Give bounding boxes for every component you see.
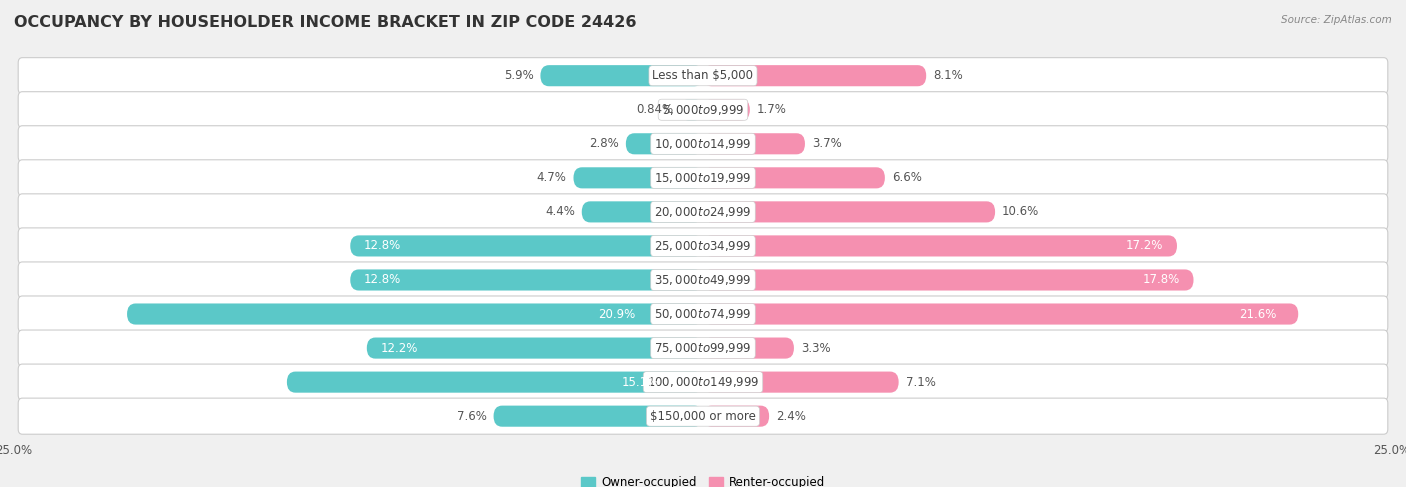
FancyBboxPatch shape [703, 406, 769, 427]
Text: 7.1%: 7.1% [905, 375, 935, 389]
Text: $150,000 or more: $150,000 or more [650, 410, 756, 423]
Text: 1.7%: 1.7% [756, 103, 786, 116]
Text: 0.84%: 0.84% [636, 103, 673, 116]
FancyBboxPatch shape [18, 262, 1388, 298]
FancyBboxPatch shape [703, 168, 884, 188]
Text: 12.8%: 12.8% [364, 240, 401, 252]
Text: 8.1%: 8.1% [934, 69, 963, 82]
Text: 4.4%: 4.4% [546, 206, 575, 218]
FancyBboxPatch shape [703, 65, 927, 86]
FancyBboxPatch shape [703, 99, 749, 120]
Text: $100,000 to $149,999: $100,000 to $149,999 [647, 375, 759, 389]
FancyBboxPatch shape [681, 99, 703, 120]
FancyBboxPatch shape [626, 133, 703, 154]
Text: 6.6%: 6.6% [891, 171, 922, 185]
Text: 5.9%: 5.9% [503, 69, 533, 82]
FancyBboxPatch shape [703, 303, 1298, 324]
Text: 7.6%: 7.6% [457, 410, 486, 423]
Text: $50,000 to $74,999: $50,000 to $74,999 [654, 307, 752, 321]
Text: 3.3%: 3.3% [801, 341, 831, 355]
FancyBboxPatch shape [367, 337, 703, 358]
FancyBboxPatch shape [703, 372, 898, 393]
FancyBboxPatch shape [494, 406, 703, 427]
FancyBboxPatch shape [18, 228, 1388, 264]
Text: $35,000 to $49,999: $35,000 to $49,999 [654, 273, 752, 287]
FancyBboxPatch shape [703, 269, 1194, 291]
Text: 17.2%: 17.2% [1126, 240, 1163, 252]
Text: Less than $5,000: Less than $5,000 [652, 69, 754, 82]
FancyBboxPatch shape [127, 303, 703, 324]
FancyBboxPatch shape [703, 201, 995, 223]
FancyBboxPatch shape [18, 92, 1388, 128]
Text: Source: ZipAtlas.com: Source: ZipAtlas.com [1281, 15, 1392, 25]
Text: 12.8%: 12.8% [364, 274, 401, 286]
FancyBboxPatch shape [18, 57, 1388, 94]
Text: $25,000 to $34,999: $25,000 to $34,999 [654, 239, 752, 253]
FancyBboxPatch shape [18, 296, 1388, 332]
Text: 2.8%: 2.8% [589, 137, 619, 150]
Text: 2.4%: 2.4% [776, 410, 806, 423]
Text: 17.8%: 17.8% [1143, 274, 1180, 286]
Text: OCCUPANCY BY HOUSEHOLDER INCOME BRACKET IN ZIP CODE 24426: OCCUPANCY BY HOUSEHOLDER INCOME BRACKET … [14, 15, 637, 30]
Text: 4.7%: 4.7% [537, 171, 567, 185]
FancyBboxPatch shape [18, 194, 1388, 230]
FancyBboxPatch shape [574, 168, 703, 188]
Text: 15.1%: 15.1% [621, 375, 659, 389]
Text: 10.6%: 10.6% [1002, 206, 1039, 218]
FancyBboxPatch shape [703, 133, 806, 154]
Text: $5,000 to $9,999: $5,000 to $9,999 [662, 103, 744, 117]
FancyBboxPatch shape [18, 160, 1388, 196]
FancyBboxPatch shape [287, 372, 703, 393]
Text: $10,000 to $14,999: $10,000 to $14,999 [654, 137, 752, 151]
FancyBboxPatch shape [350, 269, 703, 291]
Text: $20,000 to $24,999: $20,000 to $24,999 [654, 205, 752, 219]
Text: $15,000 to $19,999: $15,000 to $19,999 [654, 171, 752, 185]
Text: 20.9%: 20.9% [598, 307, 636, 320]
FancyBboxPatch shape [703, 337, 794, 358]
Text: 21.6%: 21.6% [1239, 307, 1277, 320]
FancyBboxPatch shape [18, 398, 1388, 434]
FancyBboxPatch shape [703, 235, 1177, 257]
Legend: Owner-occupied, Renter-occupied: Owner-occupied, Renter-occupied [576, 471, 830, 487]
FancyBboxPatch shape [18, 126, 1388, 162]
FancyBboxPatch shape [18, 330, 1388, 366]
Text: $75,000 to $99,999: $75,000 to $99,999 [654, 341, 752, 355]
FancyBboxPatch shape [540, 65, 703, 86]
Text: 12.2%: 12.2% [381, 341, 418, 355]
Text: 3.7%: 3.7% [811, 137, 842, 150]
FancyBboxPatch shape [18, 364, 1388, 400]
FancyBboxPatch shape [582, 201, 703, 223]
FancyBboxPatch shape [350, 235, 703, 257]
